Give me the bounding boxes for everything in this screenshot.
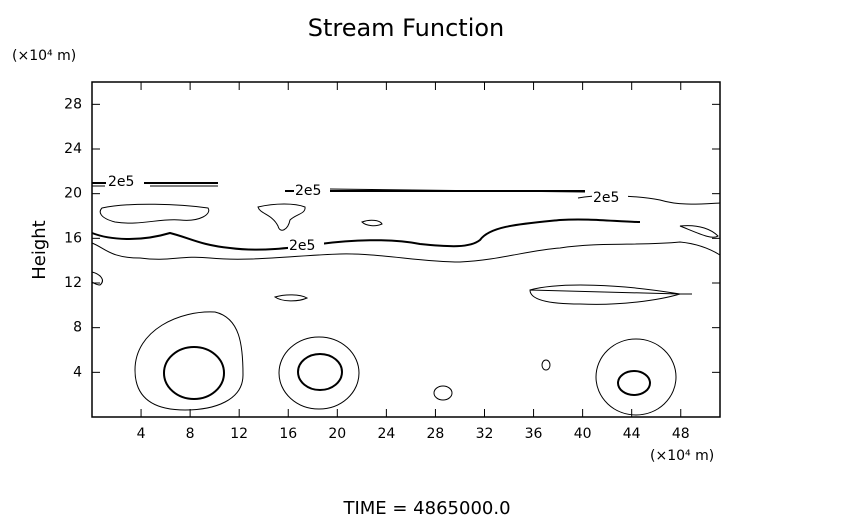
chart-title: Stream Function [308, 14, 505, 42]
label-bg [106, 175, 144, 189]
label-bg [294, 184, 330, 198]
y-tick-label: 16 [64, 230, 82, 246]
contour [433, 385, 453, 401]
y-tick-label: 24 [64, 141, 82, 157]
contour [134, 311, 244, 411]
x-tick-label: 16 [279, 426, 297, 442]
contour [595, 338, 677, 416]
contour [361, 219, 383, 227]
contour [91, 218, 641, 251]
y-axis-label: Height [29, 220, 50, 280]
contour-label: 2e5 [108, 174, 134, 190]
contour [273, 294, 309, 302]
contour [329, 188, 586, 193]
contours [91, 182, 721, 416]
y-tick-label: 12 [64, 275, 82, 291]
x-tick-label: 24 [377, 426, 395, 442]
x-tick-label: 4 [137, 426, 146, 442]
contour [617, 370, 651, 396]
x-tick-label: 48 [672, 426, 690, 442]
y-tick-label: 28 [64, 96, 82, 112]
contour [257, 203, 306, 231]
y-unit: (×10⁴ m) [12, 48, 76, 64]
contour [91, 241, 721, 263]
contour [163, 346, 225, 400]
label-bg [288, 239, 324, 253]
x-tick-label: 44 [623, 426, 641, 442]
x-unit: (×10⁴ m) [650, 448, 714, 464]
contour [541, 359, 551, 371]
x-tick-label: 12 [230, 426, 248, 442]
contour [99, 203, 210, 224]
footer: TIME = 4865000.0 [342, 498, 510, 519]
y-tick-label: 20 [64, 186, 82, 202]
x-tick-label: 28 [427, 426, 445, 442]
contour [679, 225, 719, 238]
x-tick-label: 36 [525, 426, 543, 442]
plot-frame [91, 81, 721, 418]
y-tick-label: 8 [73, 320, 82, 336]
x-tick-label: 40 [574, 426, 592, 442]
label-bg [592, 191, 628, 205]
x-tick-label: 20 [328, 426, 346, 442]
contour [529, 284, 692, 305]
x-tick-label: 8 [186, 426, 195, 442]
contour-label: 2e5 [295, 183, 321, 199]
contour-label: 2e5 [593, 190, 619, 206]
contour [297, 353, 343, 391]
contour-label: 2e5 [289, 238, 315, 254]
contour [278, 336, 360, 410]
y-tick-label: 4 [73, 364, 82, 380]
x-tick-label: 32 [476, 426, 494, 442]
